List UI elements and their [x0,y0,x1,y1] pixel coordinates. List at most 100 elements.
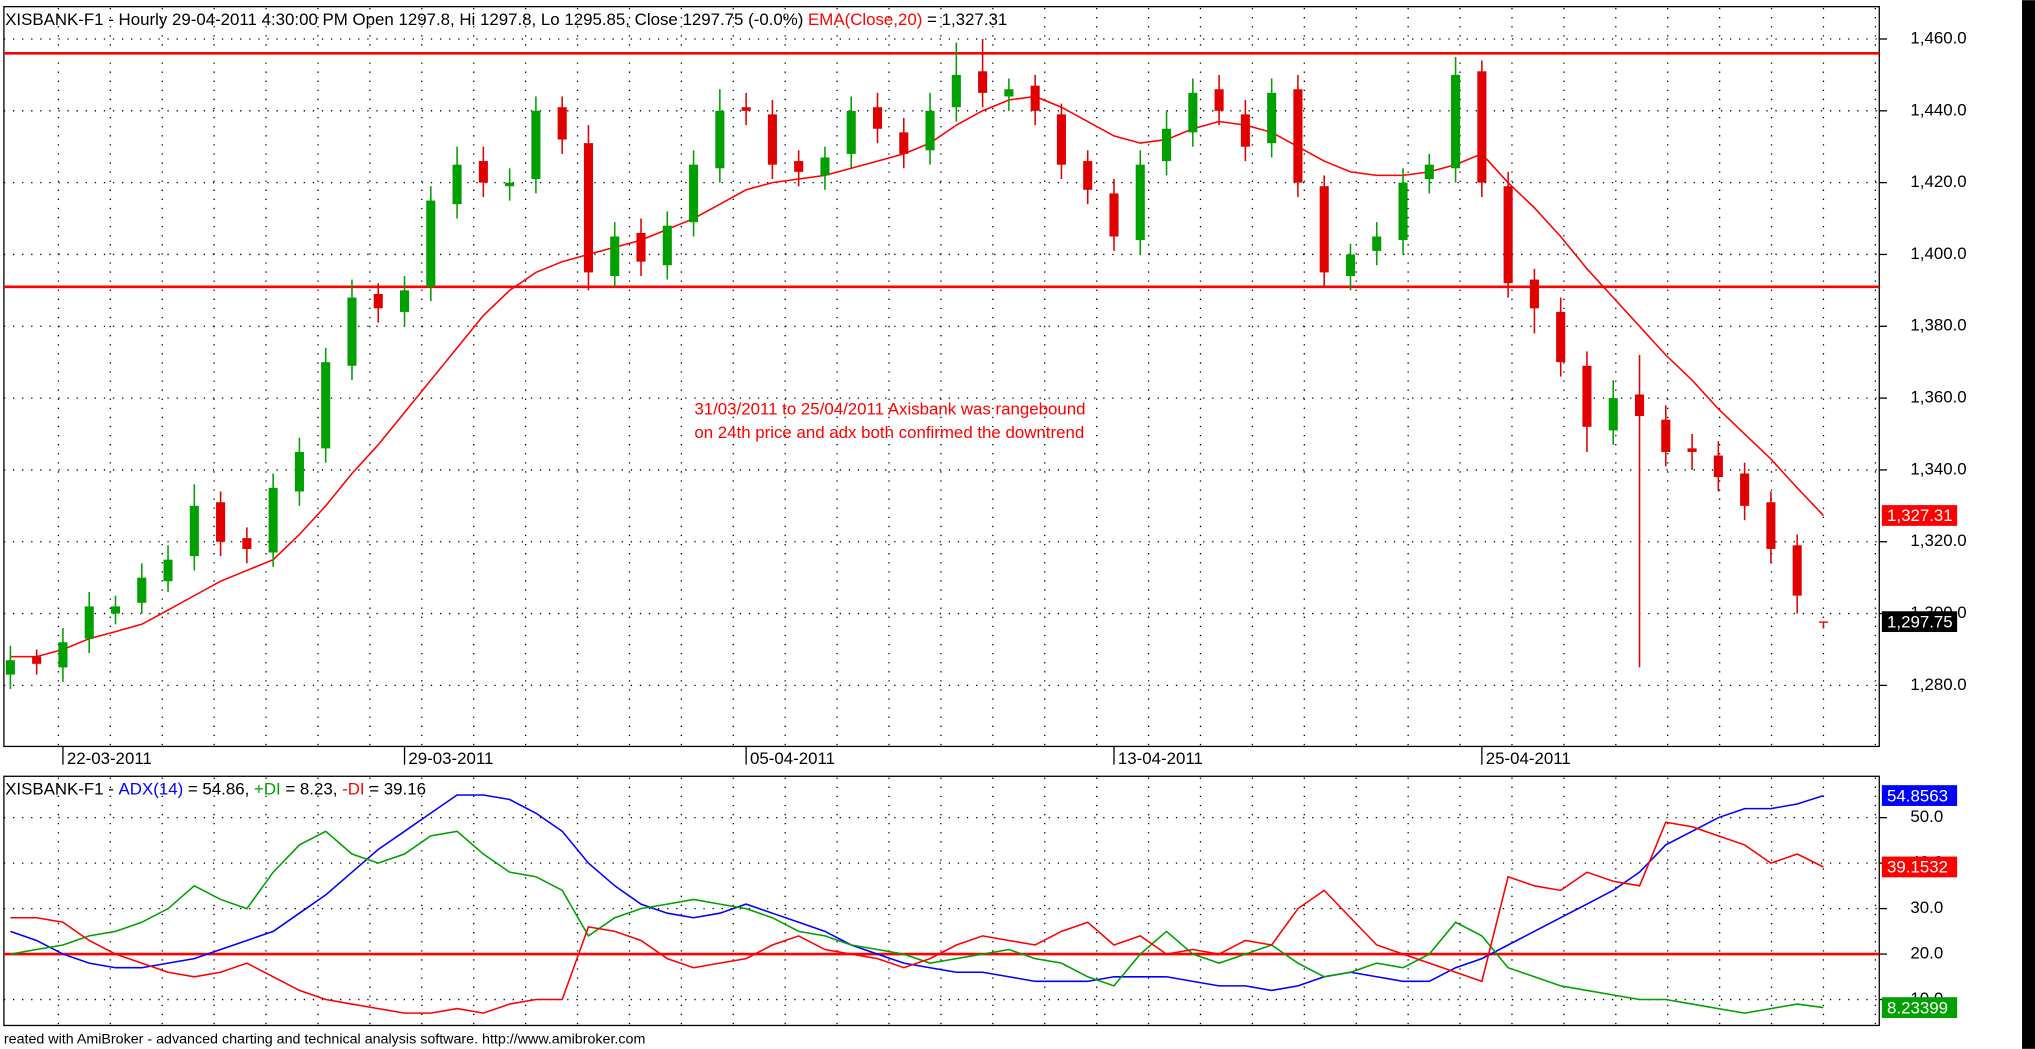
candle-body [1319,186,1329,273]
candle-body [1293,89,1303,183]
candle-body [557,107,567,140]
candle-body [1503,186,1513,284]
candle-body [1030,85,1040,111]
annotation: on 24th price and adx both confirmed the… [694,423,1084,442]
candle-body [321,362,331,449]
candle-body [347,297,357,366]
value-box [1881,611,1958,633]
panel-title: XISBANK-F1 - ADX(14) = 54.86, +DI = 8.23… [5,780,426,799]
candle-body [1608,398,1618,431]
line [10,794,1824,992]
annotation: 31/03/2011 to 25/04/2011 Axisbank was ra… [694,400,1085,419]
candle-body [1556,311,1566,363]
candle-body [452,164,462,205]
candle-body [268,487,278,553]
candle-body [32,656,42,664]
x-tick-label: 05-04-2011 [750,749,835,768]
candle-body [294,451,304,492]
line [10,95,1825,658]
candle-body [5,660,15,675]
y-tick-label: 50.0 [1910,807,1943,826]
title-ema: EMA(Close,20) [808,10,922,29]
legend-value: = 8.23, [281,780,342,799]
candle-body [689,164,699,223]
candle-body [846,110,856,154]
candle-body [741,107,751,111]
candle-body [1372,236,1382,251]
candle-body [715,110,725,169]
candle-body [1582,365,1592,427]
legend-value: = 54.86, [183,780,254,799]
value-label: 1,297.75 [1887,612,1953,631]
line [10,821,1824,1014]
candle-body [58,642,68,668]
candle-body [1345,254,1356,276]
panel-title: XISBANK-F1 - Hourly 29-04-2011 4:30:00 P… [5,10,1007,29]
candle-body [583,143,594,273]
candle-body [242,538,252,549]
candle-body [1240,114,1250,147]
value-label: 54.8563 [1887,786,1948,805]
candle-body [189,505,199,557]
y-tick-label: 1,400.0 [1910,244,1966,263]
y-tick-label: 1,420.0 [1910,172,1966,191]
candle-body [1687,448,1697,452]
title-text: XISBANK-F1 - Hourly 29-04-2011 4:30:00 P… [5,10,808,29]
candle-body [1634,394,1645,417]
candle-body [872,107,883,129]
legend-value: = 39.16 [365,780,426,799]
candle-body [636,232,646,262]
value-box [1881,856,1958,878]
y-tick-label: 1,340.0 [1910,459,1966,478]
candle-body [1109,193,1119,237]
candle-body [1056,114,1066,165]
candle-body [1477,71,1487,183]
value-box [1881,785,1958,806]
line [10,830,1824,1014]
candle-body [1214,89,1224,111]
candle-body [1398,182,1408,241]
y-tick-label: 1,360.0 [1910,388,1966,407]
y-tick-label: 1,320.0 [1910,531,1966,550]
candle-body [1740,473,1750,506]
candle-body [1792,545,1802,596]
y-tick-label: 1,460.0 [1910,28,1966,47]
value-label: 8.23399 [1887,998,1948,1017]
candle-body [216,502,226,542]
candle-body [84,606,94,639]
candle-body [1083,161,1093,190]
candle-body [1162,128,1172,162]
legend-name: ADX(14) [119,780,184,799]
candle-body [662,225,672,266]
candle-body [110,606,121,614]
candle-body [794,161,804,172]
value-box [1881,505,1958,526]
candle-body [1766,502,1776,549]
indicator-panel [3,775,1880,1027]
y-tick-label: 30.0 [1910,898,1943,917]
x-tick-label: 25-04-2011 [1486,749,1571,768]
candle-body [137,577,147,603]
title-text: = 1,327.31 [922,10,1007,29]
value-box [1881,997,1958,1018]
candle-body [163,559,173,582]
price-panel [3,6,1880,748]
candle-body [1267,92,1277,144]
candle-body [1661,419,1671,452]
value-label: 39.1532 [1887,858,1948,877]
footer: reated with AmiBroker - advanced chartin… [4,1032,645,1048]
candle-body [1451,74,1461,169]
y-tick-label: 1,280.0 [1910,675,1966,694]
x-tick-label: 29-03-2011 [408,749,493,768]
legend-name: -DI [342,780,364,799]
candle-body [610,236,620,276]
candle-body [399,290,410,312]
legend-name: +DI [254,780,281,799]
candle-body [426,200,436,287]
candle-body [767,114,777,165]
candle-body [373,293,383,309]
candle-body [899,132,909,154]
